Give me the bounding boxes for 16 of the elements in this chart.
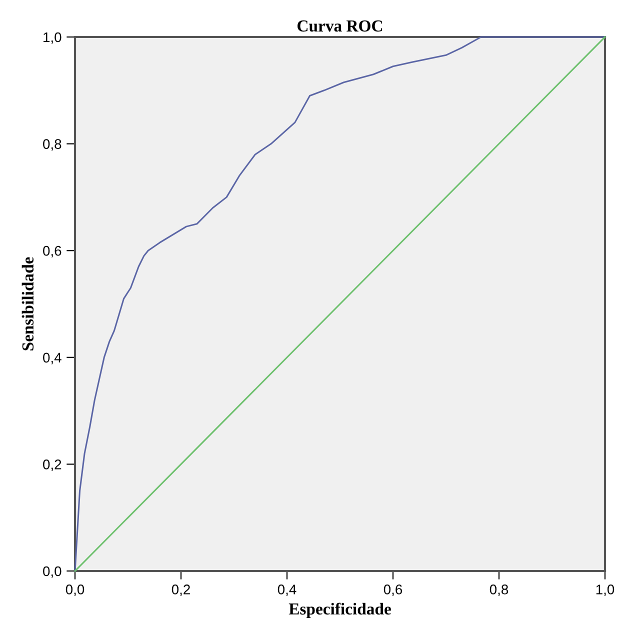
y-tick-label: 0,8 (43, 139, 62, 151)
chart-title: Curva ROC (298, 20, 382, 32)
y-tick-label: 0,2 (43, 460, 62, 472)
y-tick-label: 1,0 (44, 32, 62, 44)
x-axis-title: Especificidade (288, 602, 391, 618)
y-tick-label: 0,0 (43, 566, 62, 578)
y-axis-title: Sensibilidade (22, 257, 34, 350)
x-tick-label: 0,4 (278, 584, 296, 596)
x-tick-label: 0,0 (66, 584, 84, 596)
x-tick-label: 0,2 (172, 584, 190, 596)
x-tick-label: 0,6 (384, 584, 402, 596)
y-tick-label: 0,6 (43, 246, 62, 258)
x-tick-label: 1,0 (596, 584, 614, 596)
y-tick-label: 0,4 (43, 352, 62, 364)
x-tick-label: 0,8 (490, 584, 508, 596)
line-series (74, 36, 606, 572)
